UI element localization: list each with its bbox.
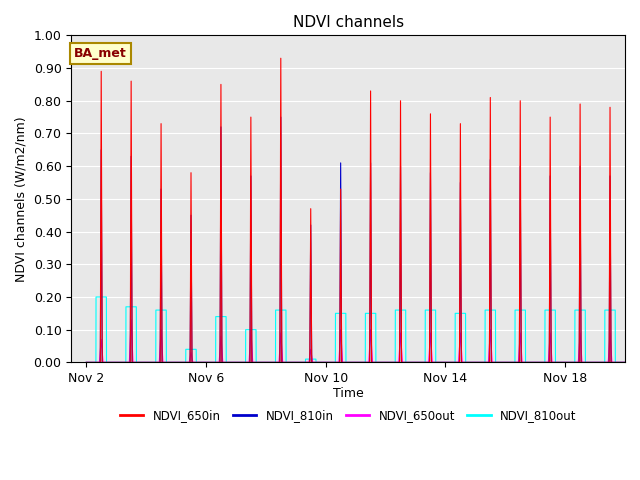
NDVI_650out [348, 360, 355, 365]
NDVI_650out [540, 360, 547, 365]
NDVI_650in [439, 360, 447, 365]
NDVI_810in [577, 360, 585, 365]
X-axis label: Time: Time [333, 386, 364, 399]
NDVI_810in [236, 360, 243, 365]
NDVI_810in [83, 360, 90, 365]
NDVI_650in [283, 360, 291, 365]
NDVI_810out [577, 307, 585, 313]
Legend: NDVI_650in, NDVI_810in, NDVI_650out, NDVI_810out: NDVI_650in, NDVI_810in, NDVI_650out, NDV… [115, 404, 581, 427]
NDVI_650out [83, 360, 90, 365]
Line: NDVI_650in: NDVI_650in [86, 58, 640, 362]
NDVI_650in [83, 360, 90, 365]
NDVI_650in [577, 360, 585, 365]
NDVI_810out [283, 360, 291, 365]
NDVI_810in [348, 360, 355, 365]
Line: NDVI_650out: NDVI_650out [86, 320, 640, 362]
Y-axis label: NDVI channels (W/m2/nm): NDVI channels (W/m2/nm) [15, 116, 28, 282]
NDVI_650out [283, 360, 291, 365]
NDVI_810in [283, 360, 291, 365]
NDVI_810out [92, 294, 100, 300]
NDVI_650out [127, 317, 135, 323]
NDVI_810in [439, 360, 447, 365]
NDVI_810out [439, 360, 447, 365]
NDVI_650out [439, 360, 447, 365]
Line: NDVI_810in: NDVI_810in [86, 117, 640, 362]
NDVI_810out [236, 360, 243, 365]
NDVI_650in [277, 55, 285, 61]
Line: NDVI_810out: NDVI_810out [86, 297, 640, 362]
NDVI_650in [236, 360, 243, 365]
NDVI_810out [83, 360, 90, 365]
NDVI_650in [540, 360, 547, 365]
NDVI_650out [236, 360, 243, 365]
Text: BA_met: BA_met [74, 47, 127, 60]
NDVI_650out [577, 348, 585, 354]
NDVI_810out [540, 360, 547, 365]
NDVI_810out [348, 360, 355, 365]
NDVI_810in [277, 114, 285, 120]
NDVI_650in [348, 360, 355, 365]
Title: NDVI channels: NDVI channels [292, 15, 404, 30]
NDVI_810in [540, 360, 547, 365]
